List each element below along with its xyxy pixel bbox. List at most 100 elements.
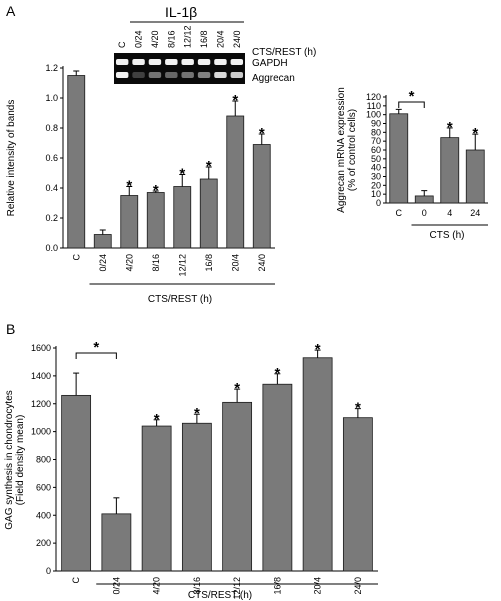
significance-marker: *: [259, 125, 265, 142]
bar: [440, 137, 460, 204]
y-tick-label: 0: [46, 566, 51, 576]
x-tick-label: 4/20: [124, 254, 134, 272]
gel-lane-label: C: [117, 41, 127, 48]
bar: [120, 195, 139, 249]
y-tick-label: 0: [376, 198, 381, 208]
gel-band-aggrecan: [230, 72, 244, 78]
x-tick-label: C: [396, 208, 403, 218]
significance-marker: *: [179, 166, 185, 183]
bar: [93, 234, 112, 249]
bar: [262, 383, 293, 572]
gel-band-gapdh: [165, 59, 178, 65]
y-tick-label: 0.4: [45, 183, 58, 193]
y-tick-label: 30: [371, 172, 381, 182]
y-tick-label: 1.2: [45, 63, 58, 73]
bar: [222, 401, 253, 572]
x-tick-label: 24/0: [353, 577, 363, 595]
gel-band-gapdh: [230, 59, 244, 65]
x-tick-label: 0/24: [111, 577, 121, 595]
gel-image: IL-1β CTS/REST (h) GAPDH Aggrecan C 0/24 4…: [114, 4, 316, 84]
bar: [342, 417, 373, 572]
x-tick-label: 20/4: [313, 577, 323, 595]
x-tick-label: 8/16: [151, 254, 161, 272]
gel-band-aggrecan: [165, 72, 178, 78]
y-tick-label: 1600: [31, 343, 51, 353]
x-tick-label: 4: [447, 208, 452, 218]
y-tick-label: 10: [371, 189, 381, 199]
gel-band-aggrecan: [197, 72, 211, 78]
gel-title: IL-1β: [165, 4, 197, 20]
significance-marker: *: [232, 92, 238, 109]
y-tick-label: 0.2: [45, 213, 58, 223]
x-axis-label: CTS/REST (h): [188, 590, 252, 601]
x-tick-label: 0/24: [98, 254, 108, 272]
gel-lane-label: 0/24: [134, 30, 144, 48]
bar: [199, 178, 218, 249]
bar: [146, 192, 165, 249]
y-tick-label: 1200: [31, 399, 51, 409]
gel-band-gapdh: [214, 59, 227, 65]
gel-band-aggrecan: [148, 72, 162, 78]
y-tick-label: 40: [371, 163, 381, 173]
x-tick-label: 24: [470, 208, 480, 218]
significance-marker: *: [153, 182, 159, 199]
gel-row-label-aggrecan: Aggrecan: [252, 73, 295, 84]
x-tick-label: C: [71, 254, 81, 261]
significance-marker: *: [472, 125, 478, 142]
y-tick-label: 50: [371, 154, 381, 164]
gel-band-gapdh: [132, 59, 145, 65]
y-tick-label: 400: [36, 510, 51, 520]
bar: [101, 513, 132, 572]
y-tick-label: 70: [371, 136, 381, 146]
x-axis-label: CTS/REST (h): [148, 294, 212, 305]
y-tick-label: 800: [36, 455, 51, 465]
comparison-bracket: [75, 352, 117, 359]
x-tick-label: C: [71, 577, 81, 584]
bar: [302, 357, 333, 572]
panel-a-label: A: [6, 3, 16, 19]
bar: [61, 394, 92, 572]
y-tick-label: 0.8: [45, 123, 58, 133]
y-tick-label: 100: [366, 110, 381, 120]
comparison-significance-marker: *: [409, 88, 415, 105]
chart-a-relative-intensity: 0.0 0.2 0.4 0.6 0.8 1.0 1.2 C 0/24 * 4/20 * 8/16 * 12/…: [6, 63, 275, 305]
y-tick-label: 60: [371, 145, 381, 155]
gel-band-aggrecan: [181, 72, 194, 78]
x-axis-label: CTS (h): [430, 230, 465, 241]
significance-marker: *: [194, 405, 200, 422]
gel-row-label-gapdh: GAPDH: [252, 58, 288, 69]
x-tick-label: 8/16: [192, 577, 202, 595]
bar: [465, 149, 485, 204]
chart-b-gag-synthesis: 0 200 400 600 800 1000 1200 1400 1600 C 0/24 * 4/20 *…: [4, 339, 378, 601]
x-tick-label: 12/12: [232, 577, 242, 600]
comparison-bracket: [398, 101, 425, 108]
gel-band-aggrecan: [132, 72, 145, 78]
gel-lane-label: 12/12: [183, 25, 193, 48]
y-tick-label: 0.0: [45, 243, 58, 253]
gel-band-gapdh: [148, 59, 162, 65]
y-tick-label: 1000: [31, 427, 51, 437]
gel-lane-label: 8/16: [166, 30, 176, 48]
x-tick-label: 12/12: [177, 254, 187, 277]
y-tick-label: 1400: [31, 371, 51, 381]
y-axis-label: (Field density mean): [15, 415, 26, 506]
y-axis-label: Aggrecan mRNA expression: [336, 87, 347, 213]
x-tick-label: 20/4: [230, 254, 240, 272]
gel-lane-label: 20/4: [215, 30, 225, 48]
y-tick-label: 0.6: [45, 153, 58, 163]
gel-lane-label: 16/8: [199, 30, 209, 48]
y-tick-label: 90: [371, 119, 381, 129]
bar: [389, 113, 409, 204]
x-tick-label: 0: [422, 208, 427, 218]
panel-b-label: B: [6, 321, 15, 337]
gel-band-aggrecan: [115, 72, 129, 78]
bar: [414, 195, 434, 204]
gel-band-aggrecan: [214, 72, 227, 78]
y-axis-label: GAG synthesis in chondrocytes: [4, 390, 15, 530]
y-tick-label: 110: [367, 101, 381, 111]
y-tick-label: 80: [371, 127, 381, 137]
significance-marker: *: [234, 380, 240, 397]
bar: [141, 425, 172, 572]
gel-background: [114, 53, 245, 84]
gel-lane-label: 24/0: [232, 30, 242, 48]
